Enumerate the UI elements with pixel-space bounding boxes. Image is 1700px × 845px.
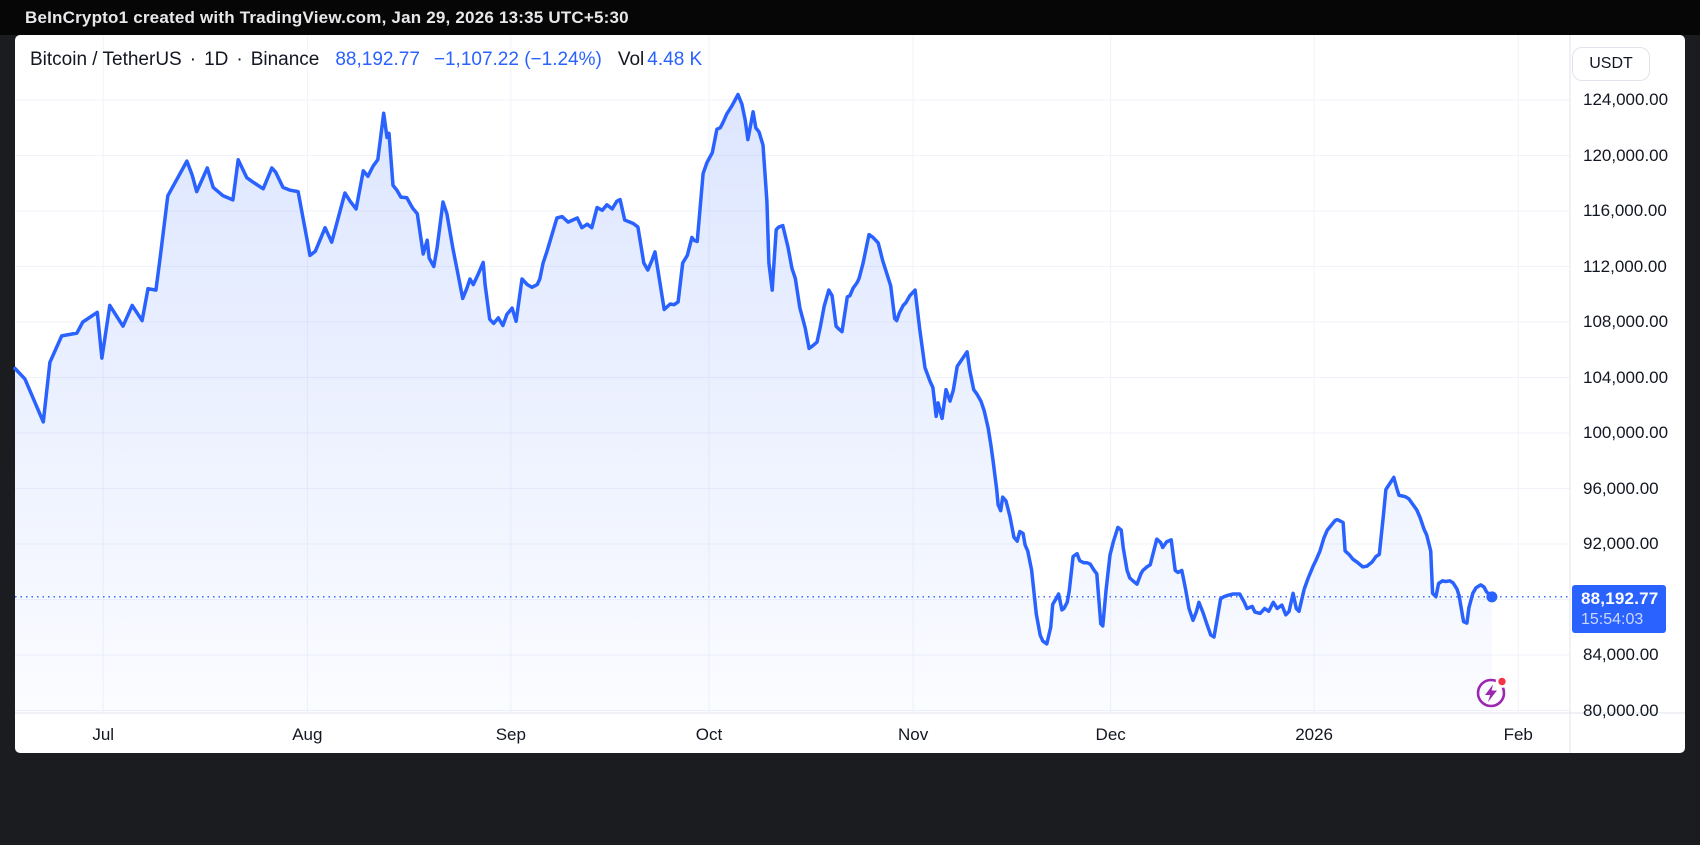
- price-scale-label: 104,000.00: [1583, 367, 1669, 387]
- price-change-value: −1,107.22 (−1.24%): [433, 49, 602, 70]
- price-scale-label: 84,000.00: [1583, 645, 1659, 664]
- footer-bar: TradingView: [0, 753, 1700, 845]
- price-scale-label: 120,000.00: [1583, 145, 1669, 165]
- price-scale-label: 92,000.00: [1583, 534, 1659, 553]
- last-price-badge[interactable]: 88,192.77 15:54:03: [1572, 585, 1666, 633]
- price-scale-label: 116,000.00: [1583, 201, 1667, 221]
- time-scale-label: Jul: [92, 725, 115, 744]
- badge-price: 88,192.77: [1581, 589, 1659, 608]
- attribution-text: BeInCrypto1 created with TradingView.com…: [25, 7, 629, 27]
- price-scale-label: 80,000.00: [1583, 700, 1659, 720]
- attribution-bar: BeInCrypto1 created with TradingView.com…: [0, 0, 1700, 35]
- exchange-label[interactable]: Binance: [250, 49, 320, 70]
- time-scale-label: Nov: [898, 725, 929, 744]
- price-scale-label: 100,000.00: [1583, 423, 1669, 442]
- volume-value: 4.48 K: [647, 49, 703, 70]
- flash-idea-icon: [1476, 675, 1509, 708]
- time-scale-label: Sep: [495, 725, 526, 744]
- badge-countdown: 15:54:03: [1581, 611, 1644, 628]
- last-price-value: 88,192.77: [335, 49, 420, 70]
- price-scale-label: 124,000.00: [1583, 90, 1669, 110]
- time-scale-label: Aug: [292, 725, 323, 744]
- time-scale-label: Feb: [1503, 725, 1533, 744]
- plot-area[interactable]: [15, 80, 1570, 713]
- time-scale-label: 2026: [1295, 725, 1334, 744]
- price-scale-label: 108,000.00: [1583, 312, 1669, 331]
- price-scale-label: 112,000.00: [1583, 256, 1667, 276]
- time-scale-label: Dec: [1095, 725, 1126, 744]
- separator-dot: ·: [236, 49, 243, 70]
- separator-dot: ·: [189, 49, 197, 70]
- price-scale-label: 96,000.00: [1583, 478, 1659, 498]
- symbol-name[interactable]: Bitcoin / TetherUS: [30, 49, 182, 70]
- currency-toggle-button[interactable]: USDT: [1572, 47, 1650, 81]
- volume-label: Vol: [617, 49, 645, 70]
- time-scale-label: Oct: [695, 725, 723, 744]
- symbol-header: Bitcoin / TetherUS · 1D · Binance 88,192…: [30, 47, 702, 73]
- time-axis[interactable]: [15, 713, 1570, 753]
- interval-label[interactable]: 1D: [204, 49, 229, 70]
